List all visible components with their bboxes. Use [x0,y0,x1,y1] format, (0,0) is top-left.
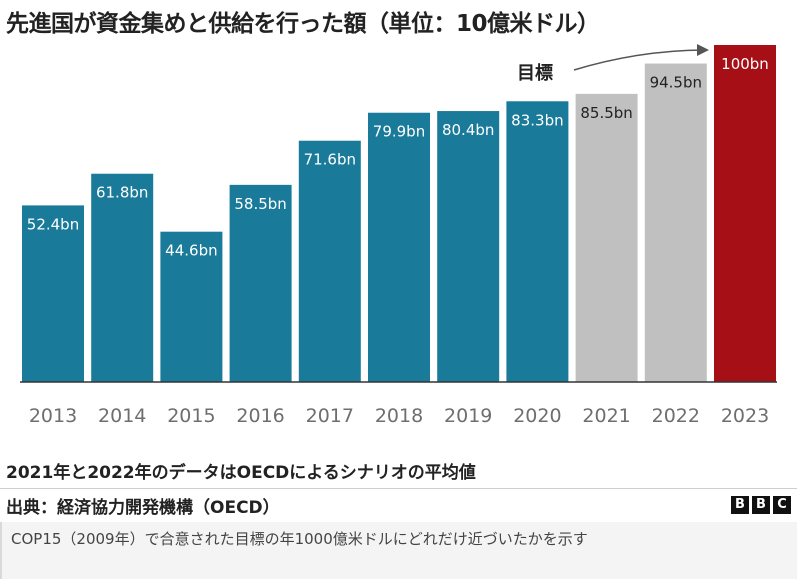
bar-2022 [644,63,707,382]
source-bar: 出典：経済協力開発機構（OECD） B B C [0,488,797,521]
bar-chart: 52.4bn 61.8bn 44.6bn 58.5bn 71.6bn 79.9bn 80.4… [20,44,777,427]
bar-2013 [22,205,84,382]
bar-2023 [714,45,776,382]
bbc-logo: B B C [731,496,791,514]
bbc-logo-block-1: B [731,496,749,514]
bar-value-label-2016: 58.5bn [234,195,286,213]
bar-2021 [575,93,638,383]
bar-2015 [160,231,223,382]
bar-2017 [298,140,361,382]
bar-value-label-2021: 85.5bn [580,104,632,122]
target-annotation: 目標 [517,62,553,84]
x-tick-label-2017: 2017 [306,405,354,427]
bar-2020 [506,101,569,383]
caption-box: COP15（2009年）で合意された目標の年1000億米ドルにどれだけ近づいたか… [0,522,797,579]
bar-value-label-2017: 71.6bn [304,151,356,169]
x-tick-label-2020: 2020 [513,405,561,427]
bar-value-label-2022: 94.5bn [650,74,702,92]
bar-2014 [91,173,154,382]
bbc-logo-block-2: B [752,496,770,514]
x-tick-label-2021: 2021 [582,405,630,427]
chart-title: 先進国が資金集めと供給を行った額（単位：10億米ドル） [6,11,600,37]
x-tick-label-2016: 2016 [236,405,284,427]
caption-text: COP15（2009年）で合意された目標の年1000億米ドルにどれだけ近づいたか… [11,530,588,548]
bar-value-label-2015: 44.6bn [165,242,217,260]
x-tick-label-2014: 2014 [98,405,146,427]
bar-value-label-2018: 79.9bn [373,123,425,141]
bar-2018 [368,112,430,382]
chart-note: 2021年と2022年のデータはOECDによるシナリオの平均値 [6,463,476,483]
x-tick-label-2023: 2023 [721,405,769,427]
bar-value-label-2014: 61.8bn [96,184,148,202]
x-tick-label-2013: 2013 [29,405,77,427]
bar-value-label-2023: 100bn [721,55,769,73]
target-arrow [573,44,709,71]
bar-2019 [437,111,500,382]
bar-2016 [229,184,292,382]
source-text: 出典：経済協力開発機構（OECD） [6,498,280,518]
bbc-logo-block-3: C [773,496,791,514]
x-tick-label-2015: 2015 [167,405,215,427]
x-tick-label-2019: 2019 [444,405,492,427]
bar-value-label-2019: 80.4bn [442,121,494,139]
x-tick-label-2022: 2022 [652,405,700,427]
bar-value-label-2013: 52.4bn [27,215,79,233]
x-tick-label-2018: 2018 [375,405,423,427]
bar-value-label-2020: 83.3bn [511,111,563,129]
